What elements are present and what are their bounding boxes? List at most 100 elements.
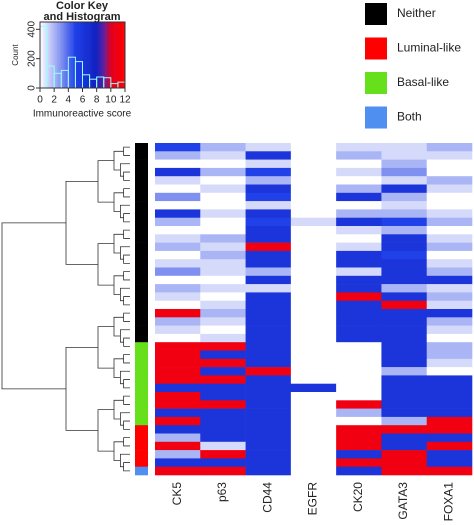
- color-key-swatch: [69, 22, 72, 88]
- heatmap-cell: [290, 408, 337, 418]
- heatmap-cell: [290, 217, 337, 227]
- heatmap-cell: [155, 358, 201, 368]
- x-tick-label: 0: [37, 95, 43, 106]
- heatmap-cell: [155, 425, 201, 434]
- dendrogram-branch: [65, 346, 98, 431]
- heatmap-cell: [290, 383, 337, 393]
- heatmap-cell: [381, 416, 428, 426]
- heatmap-cell: [336, 209, 382, 218]
- heatmap-cell: [245, 466, 292, 476]
- dendrogram-branch: [120, 163, 130, 177]
- color-key-swatch: [105, 22, 107, 88]
- heatmap-cell: [381, 159, 428, 169]
- heatmap-cell: [200, 317, 246, 326]
- heatmap-cell: [426, 201, 473, 210]
- heatmap-cell: [155, 383, 201, 393]
- heatmap-cell: [155, 350, 201, 360]
- heatmap-cell: [426, 143, 473, 152]
- heatmap-cell: [245, 176, 292, 185]
- heatmap-cell: [336, 284, 382, 293]
- heatmap-cell: [290, 151, 337, 160]
- row-side-color: [135, 176, 148, 185]
- heatmap-cell: [245, 242, 292, 252]
- heatmap-cell: [245, 350, 292, 360]
- heatmap-cell: [245, 408, 292, 418]
- heatmap-cell: [426, 226, 473, 235]
- heatmap-cell: [426, 292, 473, 301]
- heatmap-cell: [381, 400, 428, 409]
- heatmap-cell: [290, 250, 337, 260]
- heatmap-cell: [290, 300, 337, 310]
- heatmap-cell: [426, 408, 473, 418]
- color-key-swatch: [116, 22, 119, 88]
- dendrogram-branch: [123, 271, 130, 281]
- dendrogram-branch: [113, 316, 124, 337]
- heatmap-cell: [245, 425, 292, 434]
- heatmap-cell: [200, 433, 246, 443]
- heatmap-cell: [336, 250, 382, 260]
- heatmap-cell: [336, 416, 382, 426]
- color-key-swatch: [78, 22, 80, 88]
- heatmap-cell: [200, 466, 246, 476]
- color-key-swatch: [119, 22, 122, 88]
- heatmap-cell: [381, 242, 428, 252]
- heatmap-cell: [155, 317, 201, 326]
- heatmap-cell: [426, 367, 473, 376]
- heatmap-cell: [245, 267, 292, 277]
- color-key-swatch: [51, 22, 54, 88]
- heatmap-cell: [426, 259, 473, 268]
- heatmap-cell: [200, 408, 246, 418]
- dendrogram-branch: [113, 441, 124, 461]
- color-key-swatch: [89, 22, 92, 88]
- dendrogram-branch: [123, 437, 130, 447]
- heatmap-cell: [381, 458, 428, 467]
- dendrogram-branch: [113, 399, 124, 420]
- color-key-swatch: [109, 22, 112, 88]
- heatmap-cell: [381, 284, 428, 293]
- row-side-color: [135, 450, 148, 459]
- heatmap-cell: [381, 358, 428, 368]
- heatmap-cell: [336, 450, 382, 459]
- row-side-color: [135, 441, 148, 451]
- heatmap-cell: [290, 201, 337, 210]
- heatmap-cell: [426, 159, 473, 169]
- heatmap-cell: [155, 441, 201, 451]
- heatmap-cell: [245, 325, 292, 335]
- dendrogram-branch: [97, 243, 114, 286]
- row-side-color: [135, 151, 148, 160]
- heatmap-cell: [245, 143, 292, 152]
- row-side-color: [135, 300, 148, 310]
- color-key-swatch: [106, 22, 109, 88]
- heatmap-cell: [336, 309, 382, 318]
- row-side-color: [135, 342, 148, 351]
- heatmap-cell: [336, 151, 382, 160]
- heatmap-cell: [381, 309, 428, 318]
- heatmap-cell: [381, 383, 428, 393]
- heatmap-cell: [290, 209, 337, 218]
- legend-label: Both: [397, 110, 422, 124]
- color-key-swatch: [68, 22, 71, 88]
- column-label: FOXA1: [442, 482, 456, 522]
- heatmap-cell: [426, 383, 473, 393]
- dendrogram-branch: [123, 229, 130, 239]
- heatmap-cell: [426, 433, 473, 443]
- heatmap-cell: [200, 176, 246, 185]
- heatmap-cell: [200, 226, 246, 235]
- heatmap-cell: [200, 250, 246, 260]
- color-key-swatch: [120, 22, 123, 88]
- heatmap-cell: [381, 325, 428, 335]
- color-key-swatch: [98, 22, 100, 88]
- heatmap-cell: [290, 176, 337, 185]
- heatmap-cell: [336, 226, 382, 235]
- color-key-swatch: [88, 22, 90, 88]
- heatmap-cell: [336, 425, 382, 434]
- heatmap-cell: [336, 300, 382, 310]
- heatmap-cell: [336, 383, 382, 393]
- heatmap-cell: [245, 209, 292, 218]
- dendrogram-branch: [97, 326, 114, 369]
- heatmap-cell: [381, 209, 428, 218]
- heatmap-cell: [336, 325, 382, 335]
- row-side-color: [135, 209, 148, 218]
- heatmap-cell: [426, 250, 473, 260]
- color-key-swatch: [123, 22, 126, 88]
